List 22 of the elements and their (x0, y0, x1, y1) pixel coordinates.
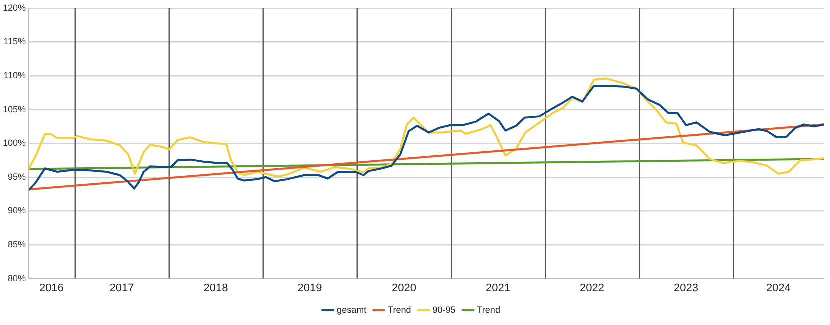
y-tick-label: 95% (8, 172, 26, 182)
y-tick-label: 120% (2, 2, 26, 13)
y-tick-label: 90% (8, 206, 26, 216)
x-tick-label: 2020 (392, 282, 416, 294)
legend-label: Trend (477, 304, 500, 315)
y-tick-label: 110% (4, 70, 26, 80)
legend-label: Trend (388, 304, 412, 315)
y-tick-label: 105% (2, 104, 26, 114)
x-tick-label: 2019 (298, 282, 322, 294)
y-tick-label: 115% (4, 36, 26, 47)
y-tick-label: 100% (2, 138, 26, 148)
legend-label: gesamt (337, 304, 368, 315)
x-tick-label: 2016 (39, 282, 64, 294)
x-tick-label: 2021 (486, 282, 510, 294)
x-tick-label: 2024 (766, 282, 791, 294)
x-tick-label: 2022 (580, 282, 604, 294)
y-tick-label: 85% (8, 239, 26, 250)
legend-label: 90-95 (432, 304, 456, 315)
y-tick-label: 80% (8, 273, 26, 284)
x-tick-label: 2017 (110, 282, 134, 294)
x-tick-label: 2023 (674, 282, 698, 294)
x-tick-label: 2018 (204, 282, 228, 294)
